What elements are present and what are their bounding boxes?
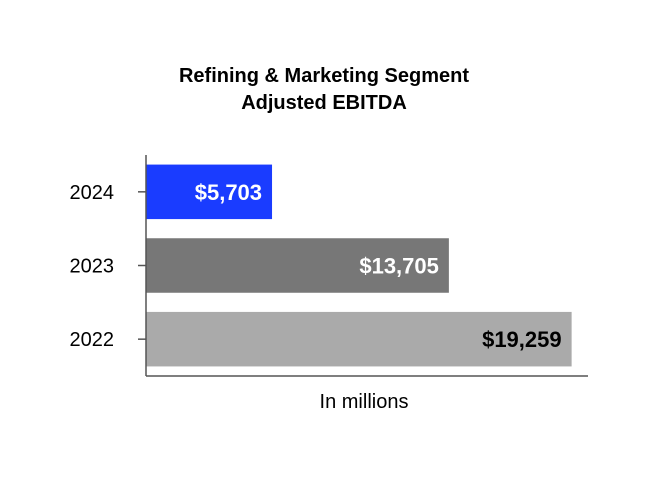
bar-2024 bbox=[146, 164, 273, 220]
bars-layer: $5,703 $13,705 $19,259 bbox=[146, 164, 572, 367]
chart-title-line-1: Refining & Marketing Segment bbox=[179, 65, 469, 87]
value-label-2023: $13,705 bbox=[359, 254, 439, 279]
y-tick-label-2023: 2023 bbox=[70, 256, 115, 278]
chart-title-line-2: Adjusted EBITDA bbox=[241, 92, 407, 114]
y-tick-label-2024: 2024 bbox=[70, 182, 115, 204]
value-label-2022: $19,259 bbox=[482, 327, 562, 352]
y-tick-label-2022: 2022 bbox=[70, 329, 115, 351]
bar-2023 bbox=[146, 238, 449, 293]
ticks-layer: 2024 2023 2022 bbox=[70, 182, 146, 351]
x-axis-label: In millions bbox=[320, 391, 409, 413]
value-label-2024: $5,703 bbox=[195, 180, 262, 205]
bar-2022 bbox=[146, 311, 572, 367]
